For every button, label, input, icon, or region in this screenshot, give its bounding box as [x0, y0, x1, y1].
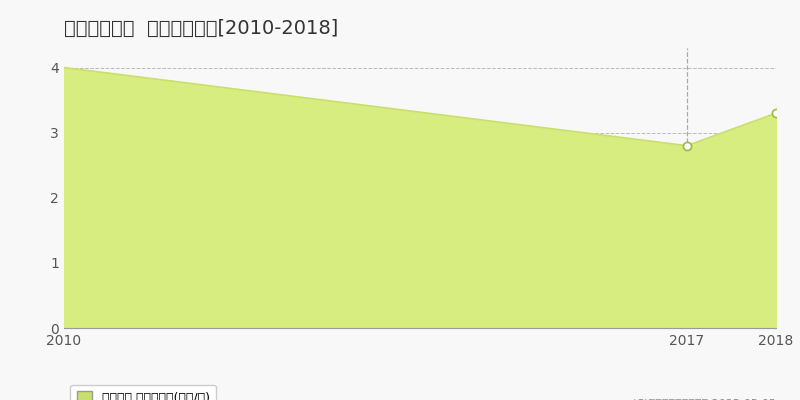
Text: 佐野市富士町  土地価格推移[2010-2018]: 佐野市富士町 土地価格推移[2010-2018] [64, 19, 338, 38]
Legend: 土地価格 平均坪単価(万円/坪): 土地価格 平均坪単価(万円/坪) [70, 385, 216, 400]
Text: (C)土地価格ドットコム 2025-05-05: (C)土地価格ドットコム 2025-05-05 [632, 398, 776, 400]
Point [770, 110, 782, 116]
Point [681, 142, 694, 149]
